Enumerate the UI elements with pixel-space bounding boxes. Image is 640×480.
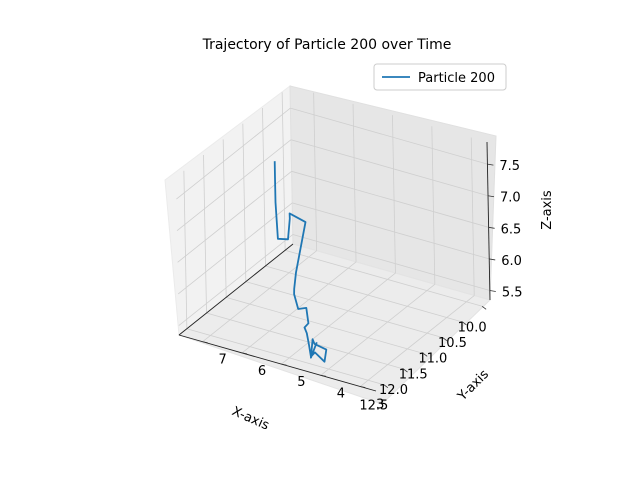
z-grid-back-0 (292, 234, 490, 291)
legend-box (373, 63, 507, 91)
z-grid-back-1 (292, 202, 490, 260)
y-tick-0 (360, 386, 366, 388)
x-tick-label-5: 12.5 (359, 399, 388, 414)
x-grid-wall-3 (222, 139, 227, 298)
y-grid-wall-0 (470, 137, 475, 296)
x-tick-1 (462, 321, 467, 326)
x-grid-floor-0 (285, 249, 483, 307)
x-tick-label-4: 12.0 (379, 383, 408, 398)
x-grid-wall-2 (242, 123, 247, 282)
z-grid-back-4 (290, 107, 488, 165)
x-grid-floor-4 (206, 312, 404, 370)
x-grid-wall-4 (203, 155, 207, 314)
x-axis-label: X-axis (230, 404, 272, 434)
x-tick-label-1: 10.5 (438, 336, 467, 351)
grid-lines (176, 92, 490, 387)
axes (178, 141, 491, 392)
z-tick-label-0: 5.5 (502, 286, 523, 301)
y-tick-label-2: 5 (297, 375, 305, 390)
x-tick-label-2: 11.0 (418, 352, 447, 367)
z-tick-label-3: 7.0 (500, 191, 521, 206)
legend-label: Particle 200 (418, 71, 495, 86)
y-tick-label-3: 6 (258, 364, 266, 379)
legend: Particle 200 (373, 63, 507, 91)
z-grid-back-2 (291, 170, 489, 228)
x-grid-wall-5 (183, 170, 188, 329)
x-tick-3 (422, 353, 428, 357)
x-grid-wall-1 (262, 107, 266, 266)
z-tick-3 (487, 195, 495, 198)
z-grid-left-2 (177, 171, 292, 263)
z-tick-4 (487, 163, 494, 166)
z-axis-line (486, 141, 491, 301)
back-panes (164, 85, 497, 405)
z-axis-label: Z-axis (540, 190, 555, 230)
z-grid-left-4 (176, 107, 291, 200)
z-grid-left-3 (176, 139, 292, 232)
series-line-particle-200 (273, 161, 328, 363)
x-grid-wall-0 (281, 92, 286, 251)
y-grid-wall-1 (431, 126, 436, 285)
y-axis-line (178, 334, 377, 392)
y-grid-floor-2 (281, 272, 396, 365)
x-tick-5 (383, 384, 389, 389)
x-axis-line (178, 243, 294, 336)
y-grid-wall-2 (392, 115, 396, 274)
z-grid-back-3 (290, 139, 489, 197)
y-grid-floor-3 (241, 261, 357, 354)
x-tick-2 (442, 337, 448, 341)
x-tick-0 (481, 305, 487, 310)
y-axis-label: Y-axis (454, 367, 492, 405)
x-grid-floor-5 (186, 328, 384, 386)
y-tick-2 (281, 363, 287, 366)
z-tick-label-2: 6.5 (501, 222, 522, 237)
x-tick-4 (403, 368, 408, 373)
y-grid-floor-0 (359, 295, 475, 387)
x-grid-floor-1 (265, 265, 463, 323)
y-grid-wall-3 (352, 103, 357, 262)
y-tick-3 (241, 352, 248, 355)
y-tick-4 (202, 341, 208, 344)
z-grid-left-1 (177, 202, 293, 295)
x-tick-label-0: 10.0 (458, 320, 487, 335)
x-tick-label-3: 11.5 (399, 367, 428, 382)
y-grid-floor-1 (320, 284, 436, 376)
y-tick-label-4: 7 (218, 353, 226, 368)
y-grid-wall-4 (313, 92, 318, 251)
z-tick-2 (488, 226, 495, 229)
chart-title: Trajectory of Particle 200 over Time (202, 37, 452, 53)
y-tick-label-0: 3 (376, 398, 384, 413)
z-tick-0 (489, 290, 496, 292)
z-grid-left-0 (178, 234, 294, 326)
z-tick-label-1: 6.0 (501, 254, 522, 269)
tick-labels: 10.010.511.011.512.012.53 4 5 6 7 5.5 6.0 6.5 7.… (202, 159, 523, 414)
y-tick-label-1: 4 (337, 386, 345, 401)
y-tick-1 (320, 374, 326, 377)
z-tick-1 (489, 258, 496, 261)
x-grid-floor-2 (245, 281, 443, 339)
z-tick-label-4: 7.5 (499, 159, 520, 174)
x-grid-floor-3 (226, 296, 424, 354)
